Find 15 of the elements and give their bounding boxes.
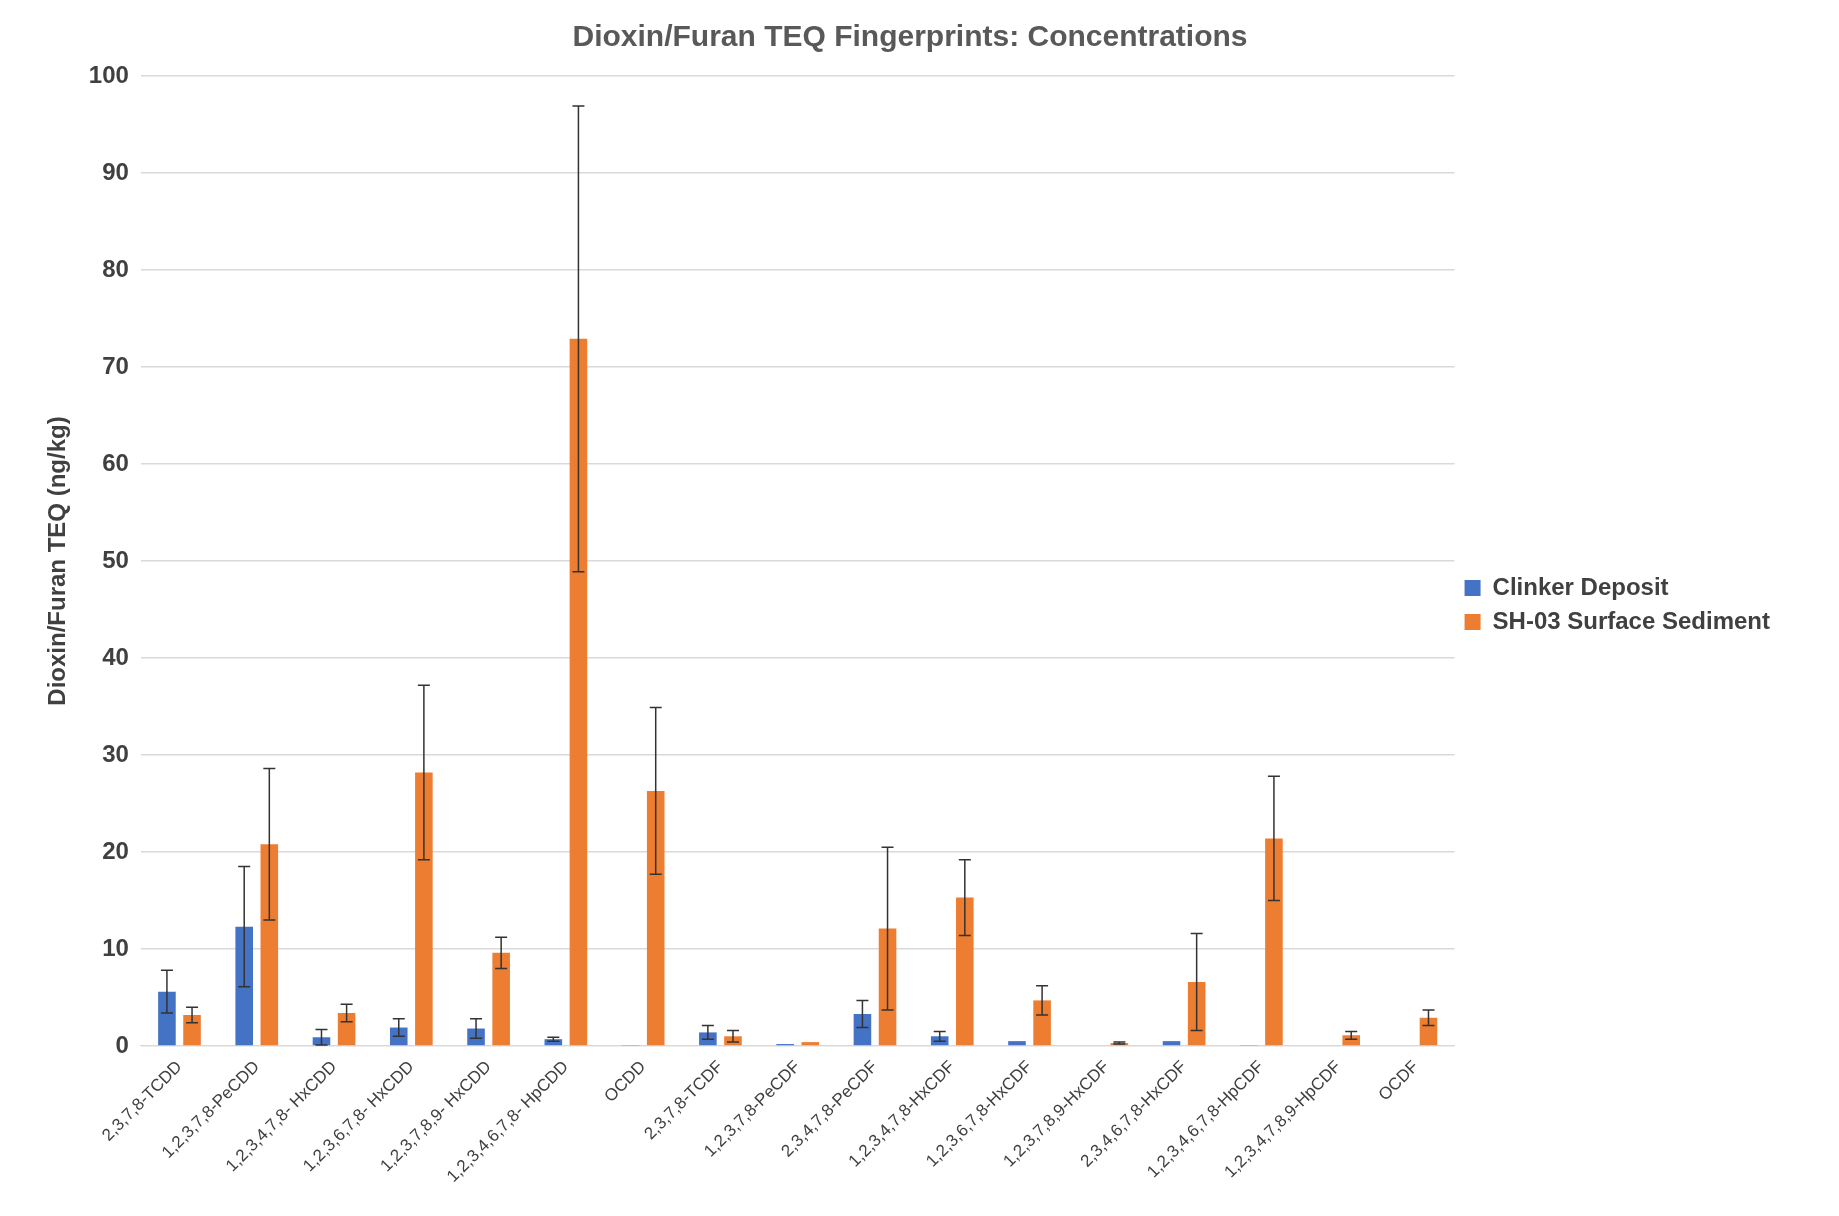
y-tick-label: 0 [115, 1030, 129, 1058]
y-tick-label: 100 [88, 60, 129, 88]
legend-label: Clinker Deposit [1492, 572, 1669, 600]
y-tick-label: 80 [102, 254, 129, 282]
y-tick-label: 10 [102, 933, 129, 961]
y-tick-label: 60 [102, 448, 129, 476]
y-tick-label: 40 [102, 642, 129, 670]
y-tick-label: 50 [102, 545, 129, 573]
chart-title: Dioxin/Furan TEQ Fingerprints: Concentrations [572, 19, 1248, 53]
y-axis-title: Dioxin/Furan TEQ (ng/kg) [43, 416, 71, 706]
y-tick-label: 30 [102, 739, 129, 767]
y-tick-label: 90 [102, 157, 129, 185]
y-tick-label: 70 [102, 351, 129, 379]
y-tick-label: 20 [102, 836, 129, 864]
legend-label: SH-03 Surface Sediment [1492, 606, 1771, 634]
